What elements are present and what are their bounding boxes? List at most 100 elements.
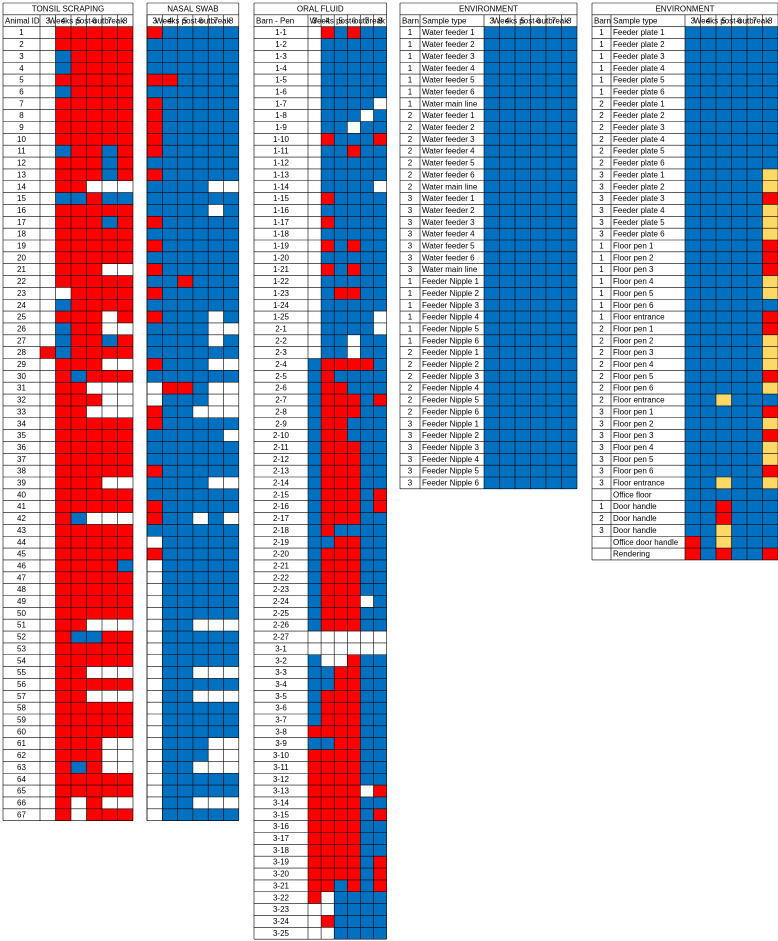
oral-cell	[360, 702, 374, 714]
env1-cell	[484, 405, 500, 418]
oral-cell	[373, 808, 387, 821]
tonsil-cell	[40, 358, 56, 371]
tonsil-cell	[117, 157, 133, 169]
env2-cell	[747, 157, 763, 169]
tonsil-cell	[102, 180, 118, 193]
env2-cell	[685, 417, 701, 430]
env1-type-label: Water feeder 6	[422, 253, 475, 262]
oral-cell	[373, 26, 387, 39]
nasal-cell	[192, 808, 209, 821]
env1-cell	[561, 429, 577, 442]
nasal-cell	[162, 240, 178, 252]
env2-cell	[731, 524, 747, 537]
oral-row-label: 3-16	[273, 822, 290, 831]
env2-type-label: Floor pen 5	[613, 289, 654, 298]
env1-cell	[530, 465, 546, 477]
tonsil-cell	[117, 192, 133, 205]
nasal-cell	[192, 796, 209, 809]
tonsil-cell	[71, 168, 87, 181]
nasal-cell	[223, 749, 239, 762]
tonsil-row-label: 15	[17, 194, 26, 203]
tonsil-row-label: 26	[17, 324, 26, 333]
env1-barn-label: 1	[408, 52, 413, 61]
env2-cell	[700, 394, 716, 406]
tonsil-cell	[86, 465, 102, 477]
nasal-cell	[208, 287, 224, 300]
tonsil-cell	[117, 145, 133, 158]
oral-cell	[321, 50, 335, 63]
oral-cell	[347, 322, 361, 335]
env2-barn-label: 3	[599, 431, 604, 440]
tonsil-cell	[71, 370, 87, 383]
tonsil-cell	[55, 263, 71, 276]
oral-cell	[347, 109, 361, 122]
oral-cell	[360, 868, 374, 880]
oral-cell	[308, 915, 322, 928]
env2-cell	[762, 26, 778, 39]
env1-barn-label: 1	[408, 277, 413, 286]
oral-cell	[334, 453, 348, 466]
nasal-cell	[208, 180, 224, 193]
tonsil-cell	[117, 761, 133, 774]
oral-cell	[308, 133, 322, 146]
tonsil-cell	[71, 702, 87, 714]
tonsil-cell	[55, 275, 71, 288]
nasal-cell	[177, 26, 193, 39]
env2-type-label: Floor pen 2	[613, 419, 654, 428]
env1-type-label: Water feeder 2	[422, 40, 475, 49]
oral-cell	[347, 180, 361, 193]
env1-barn-label: 3	[408, 455, 413, 464]
tonsil-cell	[102, 429, 118, 442]
oral-cell	[347, 678, 361, 691]
tonsil-cell	[71, 571, 87, 584]
env2-cell	[762, 548, 778, 560]
env2-cell	[731, 109, 747, 122]
env1-cell	[499, 429, 515, 442]
oral-cell	[347, 808, 361, 821]
env2-title: ENVIRONMENT	[655, 5, 714, 14]
env1-cell	[530, 180, 546, 193]
oral-row-label: 1-10	[273, 135, 290, 144]
nasal-cell	[208, 358, 224, 371]
env1-cell	[515, 145, 531, 158]
tonsil-cell	[55, 796, 71, 809]
env2-cell	[747, 121, 763, 134]
oral-cell	[373, 74, 387, 86]
tonsil-cell	[117, 595, 133, 608]
oral-cell	[347, 500, 361, 513]
env2-type-label: Office door handle	[613, 538, 679, 547]
tonsil-cell	[102, 394, 118, 406]
env1-barn-label: 1	[408, 76, 413, 85]
nasal-cell	[177, 334, 193, 347]
nasal-cell	[208, 808, 224, 821]
env2-cell	[716, 26, 732, 39]
oral-cell	[334, 240, 348, 252]
env1-cell	[484, 228, 500, 240]
nasal-cell	[147, 275, 163, 288]
oral-row-label: 2-12	[273, 455, 290, 464]
oral-row-label: 3-18	[273, 846, 290, 855]
env1-cell	[484, 216, 500, 229]
nasal-cell	[177, 50, 193, 63]
oral-row-label: 1-23	[273, 289, 290, 298]
nasal-cell	[223, 631, 239, 643]
env2-cell	[762, 346, 778, 359]
tonsil-cell	[40, 761, 56, 774]
tonsil-row-label: 61	[17, 739, 26, 748]
env2-cell	[747, 311, 763, 323]
env1-cell	[530, 97, 546, 110]
oral-cell	[373, 714, 387, 726]
env2-cell	[716, 121, 732, 134]
nasal-cell	[177, 796, 193, 809]
oral-cell	[347, 192, 361, 205]
env2-cell	[731, 299, 747, 312]
tonsil-cell	[86, 488, 102, 501]
env2-cell	[731, 62, 747, 75]
oral-cell	[347, 251, 361, 264]
nasal-cell	[162, 796, 178, 809]
tonsil-cell	[117, 524, 133, 537]
oral-row-label: 3-3	[275, 668, 287, 677]
nasal-cell	[147, 642, 163, 655]
nasal-cell	[192, 382, 209, 395]
env2-cell	[762, 441, 778, 454]
